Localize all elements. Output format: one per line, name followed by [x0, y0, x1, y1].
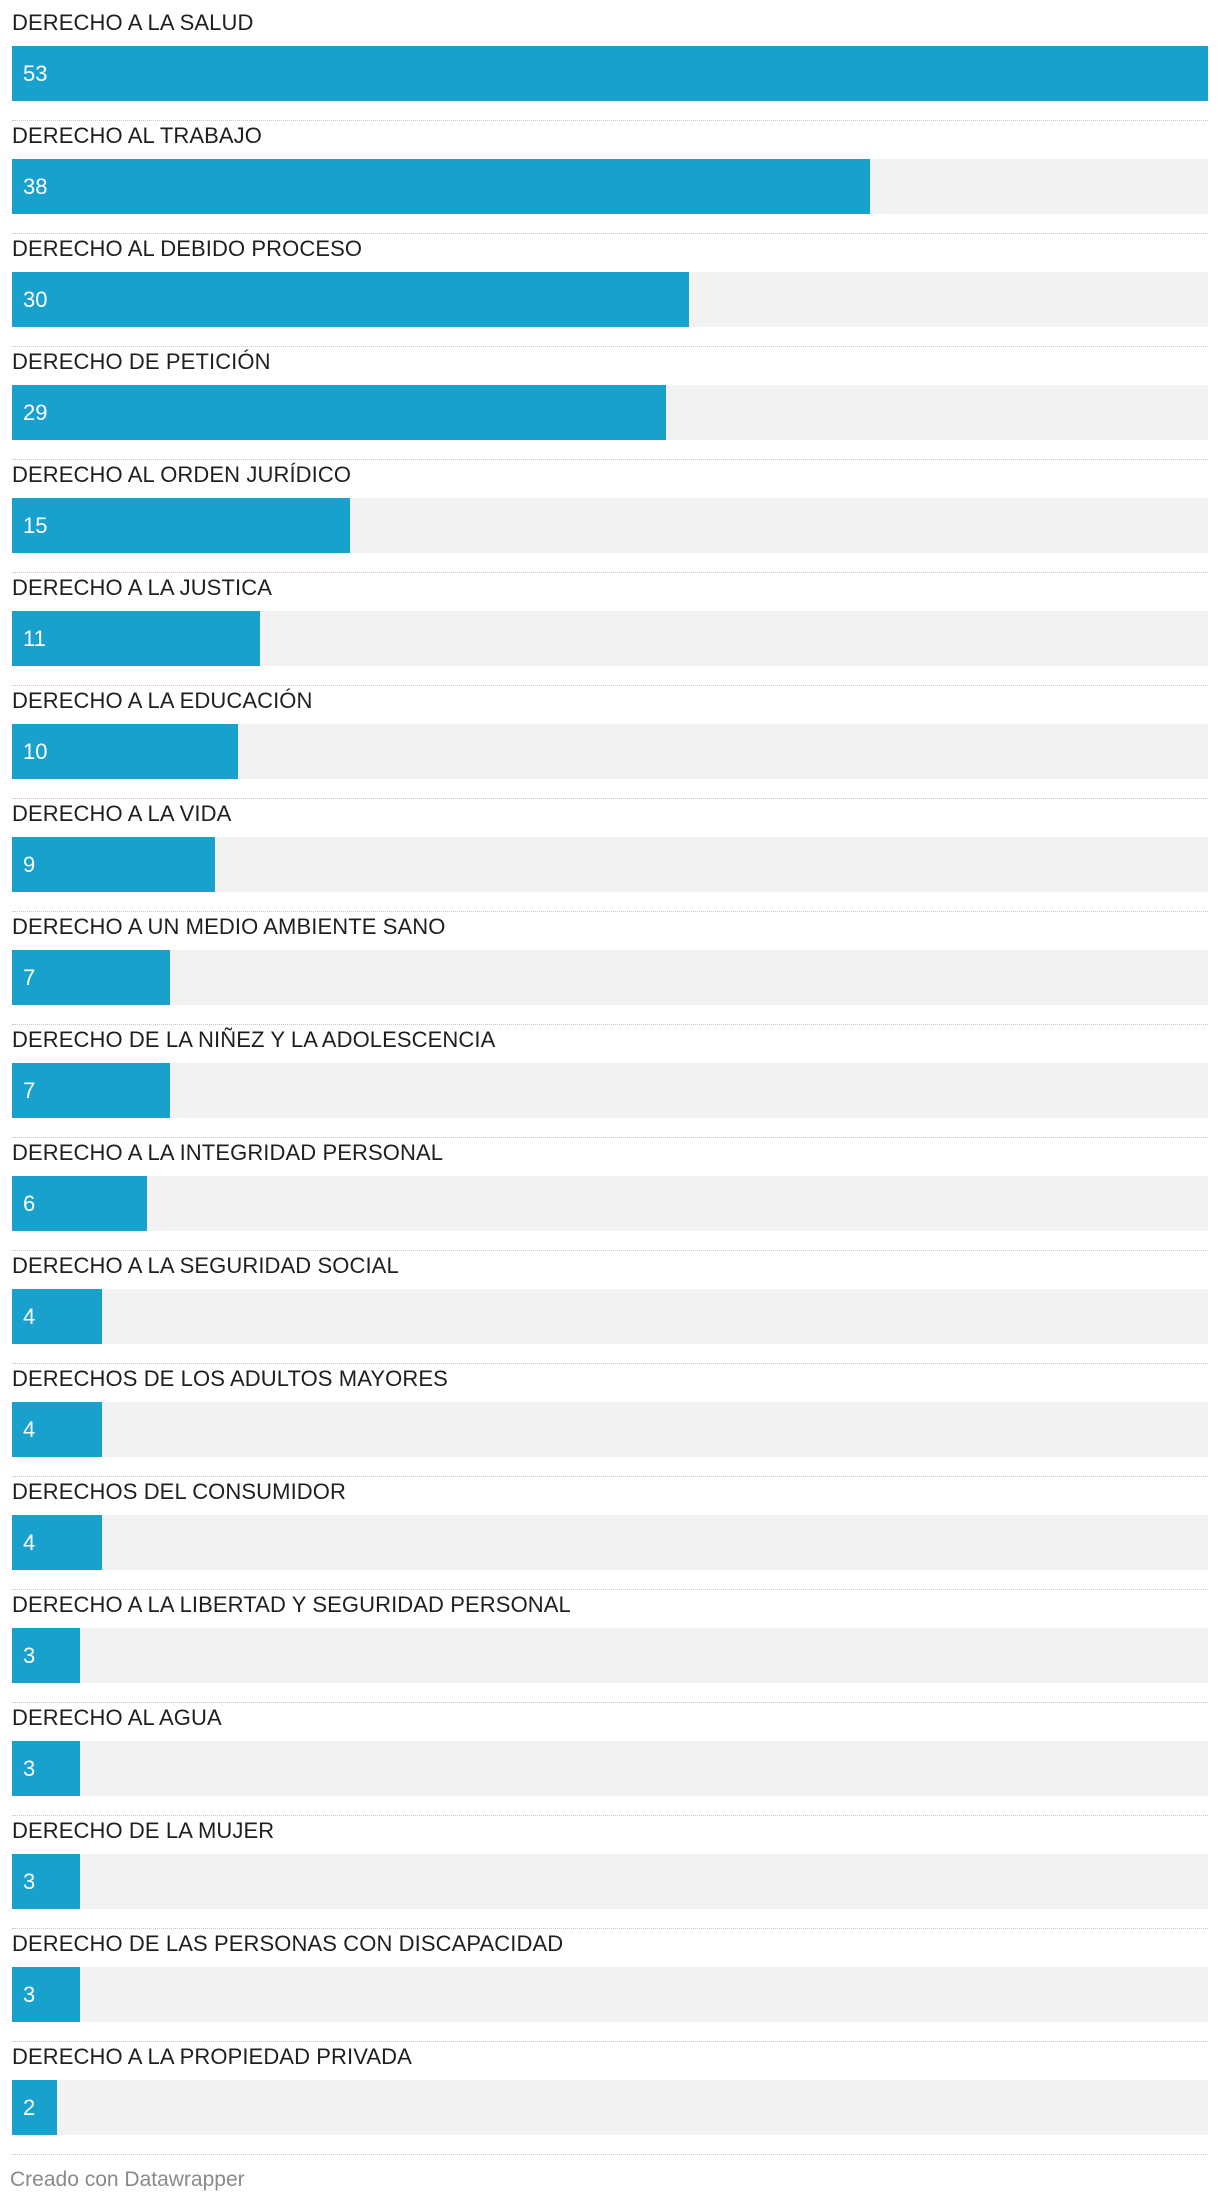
category-label: DERECHOS DEL CONSUMIDOR [12, 1479, 346, 1504]
category-label: DERECHO DE LAS PERSONAS CON DISCAPACIDAD [12, 1931, 564, 1956]
bar-track: 3 [12, 1741, 1208, 1796]
bar-value-label: 11 [23, 626, 46, 651]
bar-track: 7 [12, 1063, 1208, 1118]
bar-track: 53 [12, 46, 1208, 101]
chart-row: DERECHO A LA PROPIEDAD PRIVADA 2 [12, 2042, 1208, 2155]
bar [12, 611, 260, 666]
chart-row: DERECHO A LA INTEGRIDAD PERSONAL 6 [12, 1138, 1208, 1251]
category-label: DERECHO A LA EDUCACIÓN [12, 688, 313, 713]
category-label: DERECHO DE LA MUJER [12, 1818, 275, 1843]
bar-value-label: 10 [23, 739, 48, 764]
category-label: DERECHO AL DEBIDO PROCESO [12, 236, 363, 261]
bar [12, 1741, 80, 1796]
chart-row: DERECHO AL DEBIDO PROCESO 30 [12, 234, 1208, 347]
bar [12, 1176, 147, 1231]
bar-value-label: 4 [23, 1530, 36, 1555]
bar [12, 1402, 102, 1457]
bar-track: 30 [12, 272, 1208, 327]
bar [12, 724, 238, 779]
category-label: DERECHO A LA SALUD [12, 10, 254, 35]
bar-track: 11 [12, 611, 1208, 666]
bar-value-label: 38 [23, 174, 48, 199]
chart-row: DERECHO DE LA NIÑEZ Y LA ADOLESCENCIA 7 [12, 1025, 1208, 1138]
category-label: DERECHO AL TRABAJO [12, 123, 262, 148]
bar [12, 837, 215, 892]
chart-row: DERECHO DE PETICIÓN 29 [12, 347, 1208, 460]
category-label: DERECHO DE PETICIÓN [12, 349, 271, 374]
bar-track: 3 [12, 1628, 1208, 1683]
bar-value-label: 3 [23, 1982, 36, 2007]
bar-value-label: 2 [23, 2095, 36, 2120]
bar-track: 3 [12, 1854, 1208, 1909]
bar-track: 29 [12, 385, 1208, 440]
bar-value-label: 7 [23, 1078, 36, 1103]
chart-row: DERECHO A LA SALUD 53 [12, 8, 1208, 121]
bar-track: 15 [12, 498, 1208, 553]
chart-row: DERECHO AL AGUA 3 [12, 1703, 1208, 1816]
bar-value-label: 9 [23, 852, 36, 877]
chart-row: DERECHO A LA JUSTICA 11 [12, 573, 1208, 686]
category-label: DERECHO DE LA NIÑEZ Y LA ADOLESCENCIA [12, 1027, 496, 1052]
bar [12, 950, 170, 1005]
bar-track: 38 [12, 159, 1208, 214]
chart-row: DERECHO A LA LIBERTAD Y SEGURIDAD PERSON… [12, 1590, 1208, 1703]
category-label: DERECHO A LA VIDA [12, 801, 232, 826]
bar-value-label: 53 [23, 61, 48, 86]
bar [12, 1289, 102, 1344]
chart-row: DERECHO AL ORDEN JURÍDICO 15 [12, 460, 1208, 573]
bar-value-label: 6 [23, 1191, 36, 1216]
bar-value-label: 4 [23, 1304, 36, 1329]
bar-track: 4 [12, 1289, 1208, 1344]
bar [12, 1628, 80, 1683]
bar [12, 1854, 80, 1909]
bar-track: 2 [12, 2080, 1208, 2135]
chart-row: DERECHO DE LA MUJER 3 [12, 1816, 1208, 1929]
bar-track: 7 [12, 950, 1208, 1005]
category-label: DERECHO A LA SEGURIDAD SOCIAL [12, 1253, 399, 1278]
bar [12, 1063, 170, 1118]
bar [12, 2080, 57, 2135]
bar-track: 10 [12, 724, 1208, 779]
chart-row: DERECHO A UN MEDIO AMBIENTE SANO 7 [12, 912, 1208, 1025]
bar-track: 6 [12, 1176, 1208, 1231]
bar [12, 159, 870, 214]
category-label: DERECHO AL ORDEN JURÍDICO [12, 462, 352, 487]
category-label: DERECHO A UN MEDIO AMBIENTE SANO [12, 914, 446, 939]
bar-track: 9 [12, 837, 1208, 892]
chart-row: DERECHO A LA VIDA 9 [12, 799, 1208, 912]
bar-track: 3 [12, 1967, 1208, 2022]
chart-row: DERECHO A LA SEGURIDAD SOCIAL 4 [12, 1251, 1208, 1364]
bar-value-label: 29 [23, 400, 48, 425]
bar-value-label: 4 [23, 1417, 36, 1442]
chart-row: DERECHO AL TRABAJO 38 [12, 121, 1208, 234]
bar-value-label: 3 [23, 1643, 36, 1668]
bar-value-label: 3 [23, 1756, 36, 1781]
category-label: DERECHOS DE LOS ADULTOS MAYORES [12, 1366, 448, 1391]
bar [12, 498, 350, 553]
bar-track: 4 [12, 1402, 1208, 1457]
chart-row: DERECHOS DE LOS ADULTOS MAYORES 4 [12, 1364, 1208, 1477]
category-label: DERECHO A LA LIBERTAD Y SEGURIDAD PERSON… [12, 1592, 571, 1617]
bar-track: 4 [12, 1515, 1208, 1570]
chart-row: DERECHOS DEL CONSUMIDOR 4 [12, 1477, 1208, 1590]
chart-row: DERECHO DE LAS PERSONAS CON DISCAPACIDAD… [12, 1929, 1208, 2042]
chart-row: DERECHO A LA EDUCACIÓN 10 [12, 686, 1208, 799]
category-label: DERECHO A LA PROPIEDAD PRIVADA [12, 2044, 412, 2069]
bar-value-label: 30 [23, 287, 48, 312]
bar-chart: DERECHO A LA SALUD 53 DERECHO AL TRABAJO 38… [12, 8, 1208, 2155]
bar [12, 272, 689, 327]
footer-credit[interactable]: Creado con Datawrapper [10, 2168, 245, 2191]
bar [12, 46, 1208, 101]
bar-value-label: 3 [23, 1869, 36, 1894]
category-label: DERECHO AL AGUA [12, 1705, 222, 1730]
bar [12, 1515, 102, 1570]
bar-value-label: 7 [23, 965, 36, 990]
bar-value-label: 15 [23, 513, 48, 538]
category-label: DERECHO A LA JUSTICA [12, 575, 272, 600]
bar [12, 385, 666, 440]
category-label: DERECHO A LA INTEGRIDAD PERSONAL [12, 1140, 444, 1165]
bar [12, 1967, 80, 2022]
